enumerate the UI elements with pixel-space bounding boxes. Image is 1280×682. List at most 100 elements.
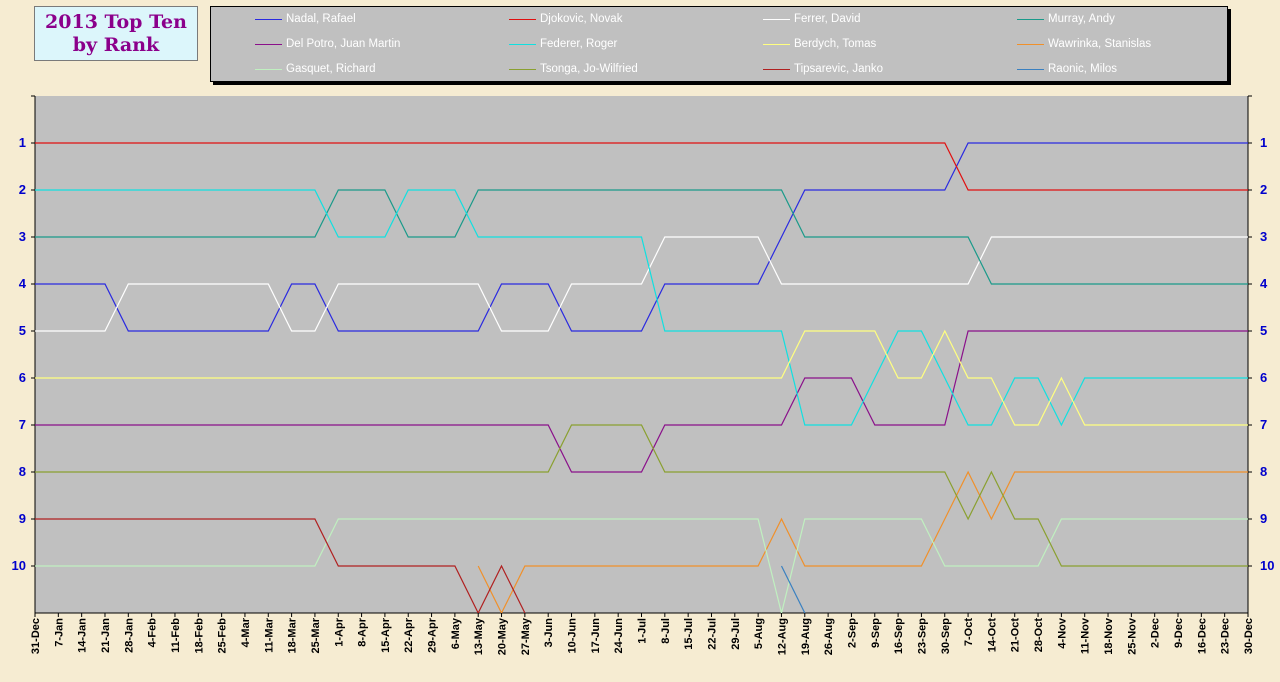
x-tick-label: 6-May [450,617,462,649]
x-tick-label: 7-Oct [963,618,975,646]
x-tick-label: 29-Apr [427,617,439,653]
legend-item: Raonic, Milos [1017,61,1117,77]
x-tick-label: 25-Feb [217,618,229,654]
x-axis: 31-Dec 7-Jan 14-Jan 21-Jan 28-Jan 4-Feb 11-Feb… [30,613,1255,655]
y-tick-label: 8 [1260,464,1267,479]
legend-swatch [763,18,790,20]
y-tick-label: 1 [1260,135,1267,150]
series-line-ferrer-david [35,236,1248,332]
x-tick-label: 25-Mar [310,617,322,653]
x-tick-label: 27-May [520,617,532,655]
x-tick-label: 10-Jun [567,618,579,654]
legend-swatch [255,18,282,20]
legend-swatch [1017,18,1044,20]
legend-item: Nadal, Rafael [255,11,356,27]
series-line-del-potro-juan-martin [35,330,1248,473]
x-tick-label: 20-May [497,617,509,655]
x-tick-label: 2-Sep [846,618,858,648]
series-lines [35,142,1248,613]
y-axis-right: 1 2 3 4 5 6 7 8 9 10 [1248,95,1274,573]
x-tick-label: 8-Apr [357,617,369,646]
x-tick-label: 18-Feb [193,618,205,654]
x-tick-label: 4-Mar [240,617,252,647]
y-tick-label: 1 [19,135,26,150]
legend-swatch [255,68,282,70]
legend-label: Federer, Roger [540,38,618,50]
legend-item: Gasquet, Richard [255,61,376,77]
plot-area [35,96,1248,613]
x-tick-label: 18-Nov [1103,617,1115,655]
legend-item: Federer, Roger [509,36,617,52]
legend-item: Ferrer, David [763,11,860,27]
x-tick-label: 30-Dec [1243,618,1255,654]
x-tick-label: 15-Jul [683,618,695,650]
x-tick-label: 11-Nov [1080,617,1092,654]
chart-title-line2: by Rank [72,33,160,56]
y-tick-label: 7 [19,417,26,432]
x-tick-label: 29-Jul [730,618,742,650]
y-tick-label: 3 [19,229,26,244]
x-tick-label: 4-Feb [147,618,159,648]
x-tick-label: 19-Aug [800,618,812,655]
x-tick-label: 1-Apr [333,617,345,646]
x-tick-label: 2-Dec [1150,618,1162,648]
y-tick-label: 6 [19,370,26,385]
y-tick-label: 5 [19,323,26,338]
y-tick-label: 5 [1260,323,1267,338]
x-tick-label: 1-Jul [637,618,649,644]
y-axis-left: 1 2 3 4 5 6 7 8 9 10 [12,95,35,573]
x-tick-label: 3-Jun [543,618,555,648]
chart-title-line1: 2013 Top Ten [45,10,187,33]
x-tick-label: 25-Nov [1126,617,1138,655]
x-tick-label: 16-Dec [1196,618,1208,654]
y-tick-label: 6 [1260,370,1267,385]
x-tick-label: 11-Mar [263,617,275,653]
y-tick-label: 10 [12,558,26,573]
legend-item: Wawrinka, Stanislas [1017,36,1151,52]
x-tick-label: 22-Apr [403,617,415,653]
series-line-gasquet-richard [35,518,1248,613]
series-line-nadal-rafael [35,142,1248,332]
legend-swatch [509,68,536,70]
x-tick-label: 11-Feb [170,618,182,653]
legend-swatch [509,43,536,45]
x-tick-label: 26-Aug [823,618,835,655]
x-tick-label: 22-Jul [706,618,718,650]
series-line-tipsarevic-janko [35,518,526,613]
x-tick-label: 18-Mar [287,617,299,653]
x-tick-label: 17-Jun [590,618,602,654]
x-tick-label: 28-Oct [1033,618,1045,653]
y-tick-label: 7 [1260,417,1267,432]
x-tick-label: 9-Dec [1173,618,1185,648]
x-tick-label: 28-Jan [123,618,135,653]
legend-item: Del Potro, Juan Martin [255,36,400,52]
x-tick-label: 16-Sep [893,618,905,654]
legend-swatch [763,68,790,70]
legend-swatch [255,43,282,45]
legend-item: Djokovic, Novak [509,11,622,27]
x-tick-label: 24-Jun [613,618,625,654]
series-line-wawrinka-stanislas [477,470,1248,613]
legend-item: Murray, Andy [1017,11,1115,27]
x-tick-label: 31-Dec [30,618,42,654]
y-tick-label: 9 [19,511,26,526]
x-tick-label: 8-Jul [660,618,672,644]
y-tick-label: 9 [1260,511,1267,526]
y-tick-label: 10 [1260,558,1274,573]
x-tick-label: 15-Apr [380,617,392,653]
legend-swatch [763,43,790,45]
legend-item: Tipsarevic, Janko [763,61,883,77]
y-tick-label: 2 [19,182,26,197]
legend-label: Tipsarevic, Janko [794,63,884,75]
series-line-tsonga-jo-wilfried [35,424,1248,567]
legend-label: Raonic, Milos [1048,63,1118,75]
y-tick-label: 2 [1260,182,1267,197]
legend-item: Berdych, Tomas [763,36,876,52]
x-tick-label: 21-Oct [1010,618,1022,653]
series-line-murray-andy [35,189,1248,285]
y-tick-label: 3 [1260,229,1267,244]
x-tick-label: 23-Sep [916,618,928,654]
series-line-raonic-milos [780,565,806,613]
series-line-djokovic-novak [35,142,1248,191]
